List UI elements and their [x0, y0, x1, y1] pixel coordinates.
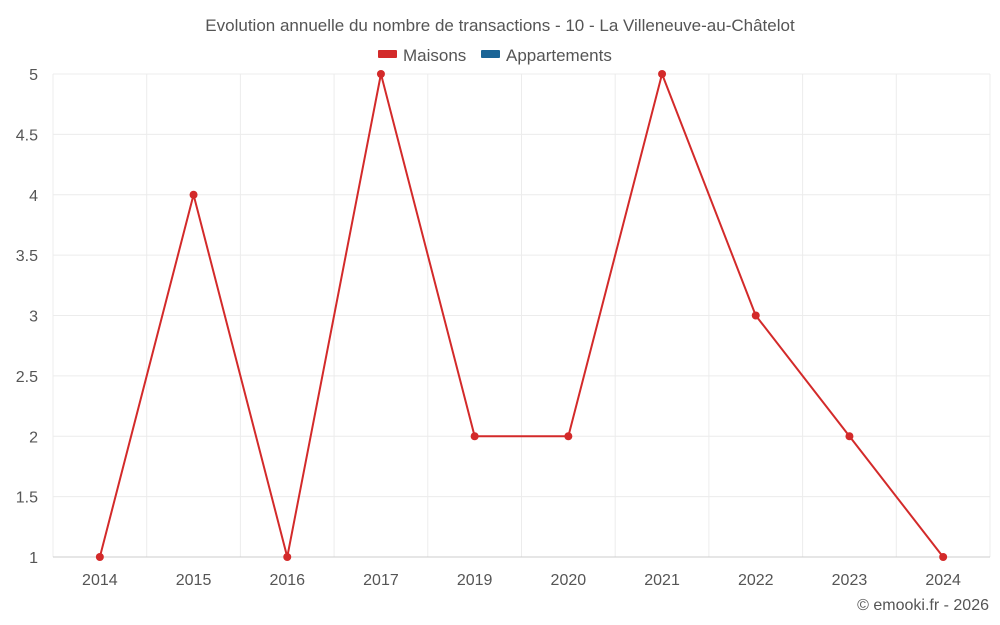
x-tick-label: 2014 — [82, 572, 118, 589]
legend-label-maisons: Maisons — [403, 46, 466, 65]
data-point-maisons[interactable] — [939, 553, 948, 561]
data-point-maisons[interactable] — [189, 190, 198, 199]
x-tick-label: 2021 — [644, 572, 680, 589]
x-tick-label: 2017 — [363, 572, 399, 589]
data-point-maisons[interactable] — [564, 432, 573, 441]
data-point-maisons[interactable] — [470, 432, 479, 441]
data-point-maisons[interactable] — [376, 70, 385, 78]
y-axis-ticks: 1 1.5 2 2.5 3 3.5 4 4.5 5 — [16, 67, 38, 567]
chart-title: Evolution annuelle du nombre de transact… — [205, 16, 795, 35]
y-tick-label: 2.5 — [16, 369, 38, 386]
x-tick-label: 2015 — [176, 572, 212, 589]
x-tick-label: 2019 — [457, 572, 493, 589]
series-line-maisons — [98, 73, 944, 558]
data-point-maisons[interactable] — [751, 311, 760, 320]
legend-item-appartements[interactable]: Appartements — [481, 46, 612, 65]
data-point-maisons[interactable] — [283, 553, 292, 561]
data-point-maisons[interactable] — [845, 432, 854, 441]
y-tick-label: 4 — [29, 188, 38, 205]
series-maisons — [95, 70, 948, 561]
y-tick-label: 2 — [29, 429, 38, 446]
x-tick-label: 2024 — [925, 572, 961, 589]
x-tick-label: 2016 — [269, 572, 305, 589]
legend-label-appartements: Appartements — [506, 46, 612, 65]
x-tick-label: 2020 — [551, 572, 587, 589]
x-tick-label: 2022 — [738, 572, 774, 589]
x-axis-ticks: 2014 2015 2016 2017 2019 2020 2021 2022 2023 2024 — [82, 572, 961, 589]
data-point-maisons[interactable] — [658, 70, 667, 78]
y-tick-label: 3.5 — [16, 248, 38, 265]
y-tick-label: 1.5 — [16, 490, 38, 507]
credit-text: © emooki.fr - 2026 — [857, 597, 989, 614]
gridlines — [52, 73, 991, 557]
legend-item-maisons[interactable]: Maisons — [378, 46, 466, 65]
x-tick-label: 2023 — [832, 572, 868, 589]
data-point-maisons[interactable] — [95, 553, 104, 561]
legend-swatch-appartements — [481, 50, 500, 58]
legend: Maisons Appartements — [378, 46, 612, 65]
y-tick-label: 3 — [29, 309, 38, 326]
y-tick-label: 1 — [29, 550, 38, 567]
legend-swatch-maisons — [378, 50, 397, 58]
y-tick-label: 5 — [29, 67, 38, 84]
y-tick-label: 4.5 — [16, 127, 38, 144]
